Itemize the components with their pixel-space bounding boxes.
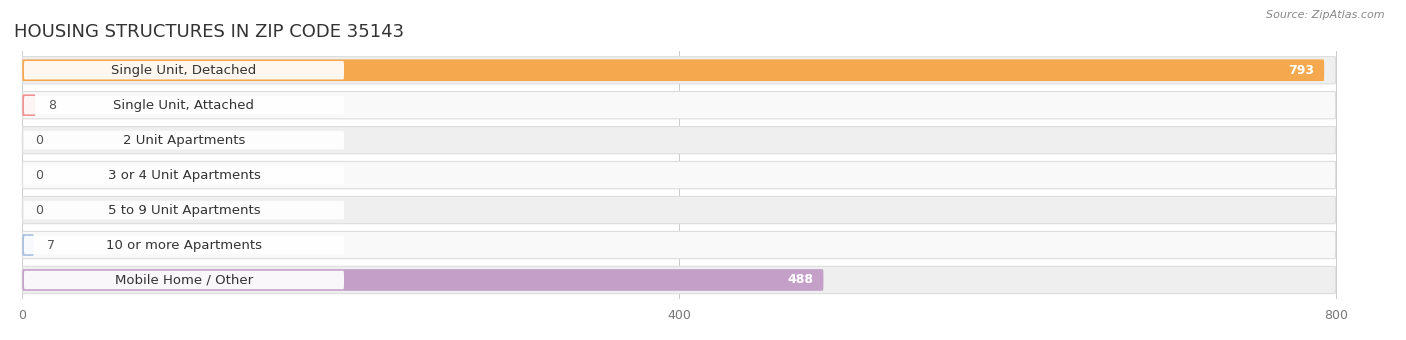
- Text: Source: ZipAtlas.com: Source: ZipAtlas.com: [1267, 10, 1385, 20]
- FancyBboxPatch shape: [22, 269, 824, 291]
- FancyBboxPatch shape: [22, 91, 1336, 119]
- Text: 0: 0: [35, 134, 44, 147]
- FancyBboxPatch shape: [24, 201, 344, 219]
- FancyBboxPatch shape: [24, 166, 344, 184]
- Text: Mobile Home / Other: Mobile Home / Other: [115, 273, 253, 287]
- FancyBboxPatch shape: [24, 271, 344, 289]
- FancyBboxPatch shape: [22, 59, 1324, 81]
- FancyBboxPatch shape: [22, 56, 1336, 84]
- FancyBboxPatch shape: [22, 197, 1336, 224]
- FancyBboxPatch shape: [22, 162, 1336, 189]
- FancyBboxPatch shape: [22, 126, 1336, 154]
- FancyBboxPatch shape: [24, 61, 344, 80]
- FancyBboxPatch shape: [22, 232, 1336, 259]
- Text: 793: 793: [1288, 64, 1315, 77]
- FancyBboxPatch shape: [24, 96, 344, 114]
- Text: 2 Unit Apartments: 2 Unit Apartments: [122, 134, 245, 147]
- Text: 5 to 9 Unit Apartments: 5 to 9 Unit Apartments: [108, 204, 260, 217]
- FancyBboxPatch shape: [24, 131, 344, 149]
- FancyBboxPatch shape: [22, 234, 34, 256]
- Text: 0: 0: [35, 169, 44, 182]
- Text: 7: 7: [46, 239, 55, 252]
- Text: 8: 8: [49, 99, 56, 112]
- Text: 0: 0: [35, 204, 44, 217]
- Text: HOUSING STRUCTURES IN ZIP CODE 35143: HOUSING STRUCTURES IN ZIP CODE 35143: [14, 23, 404, 41]
- Text: Single Unit, Detached: Single Unit, Detached: [111, 64, 257, 77]
- Text: 3 or 4 Unit Apartments: 3 or 4 Unit Apartments: [107, 169, 260, 182]
- Text: 488: 488: [787, 273, 814, 287]
- FancyBboxPatch shape: [22, 266, 1336, 294]
- Text: 10 or more Apartments: 10 or more Apartments: [105, 239, 262, 252]
- FancyBboxPatch shape: [22, 94, 35, 116]
- Text: Single Unit, Attached: Single Unit, Attached: [114, 99, 254, 112]
- FancyBboxPatch shape: [24, 236, 344, 254]
